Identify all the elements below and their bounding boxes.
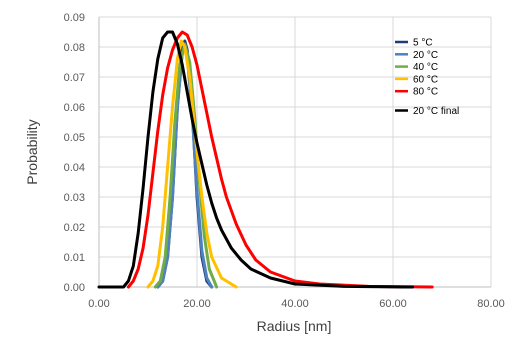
series-line-3: [146, 39, 238, 289]
y-tick-label: 0.09: [64, 12, 85, 24]
legend: 5 °C20 °C40 °C60 °C 80 °C 20 °C final: [395, 38, 459, 117]
series-line-2: [153, 42, 219, 289]
series-line-5: [97, 30, 415, 289]
y-tick-label: 0.07: [64, 72, 85, 84]
legend-label: 80 °C: [413, 87, 438, 98]
y-tick-label: 0.02: [64, 222, 85, 234]
y-tick-label: 0.04: [64, 162, 85, 174]
legend-label: 60 °C: [413, 74, 438, 85]
legend-label: 5 °C: [413, 38, 433, 49]
y-axis-label: Probability: [24, 119, 40, 184]
y-tick-label: 0.05: [64, 132, 85, 144]
x-tick-label: 0.00: [88, 298, 109, 310]
x-tick-labels: 0.00 20.00 40.00 60.00 80.00: [88, 298, 504, 310]
x-tick-label: 20.00: [183, 298, 211, 310]
y-tick-label: 0.06: [64, 102, 85, 114]
series-lines: [97, 30, 434, 289]
legend-label: 40 °C: [413, 62, 438, 73]
y-tick-labels: 0.00 0.01 0.02 0.03 0.04 0.05 0.06 0.07 0.08 0.09: [64, 12, 85, 294]
legend-label: 20 °C: [413, 50, 438, 61]
legend-label: 20 °C final: [413, 106, 459, 117]
x-tick-label: 80.00: [477, 298, 505, 310]
x-tick-label: 60.00: [379, 298, 407, 310]
y-tick-label: 0.01: [64, 252, 85, 264]
y-tick-label: 0.03: [64, 192, 85, 204]
series-line-4: [126, 30, 434, 289]
y-tick-label: 0.08: [64, 42, 85, 54]
x-tick-label: 40.00: [281, 298, 309, 310]
x-axis-label: Radius [nm]: [257, 318, 332, 334]
y-tick-label: 0.00: [64, 282, 85, 294]
